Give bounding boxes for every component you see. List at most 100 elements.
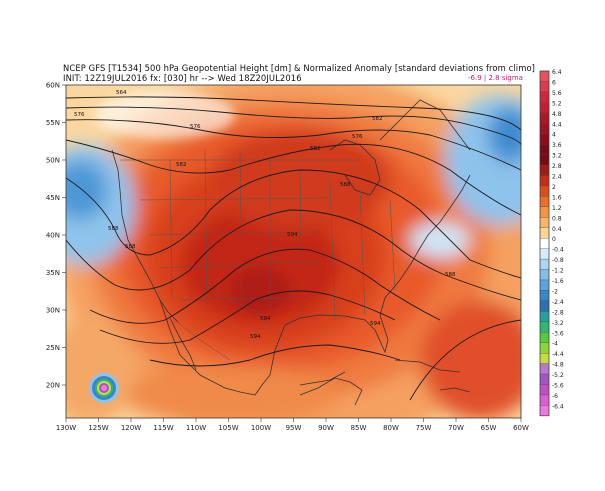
colorbar-label: -5.2	[552, 372, 564, 379]
colorbar-swatch	[539, 342, 550, 354]
colorbar-swatch	[539, 384, 550, 396]
colorbar-label: 1.2	[552, 205, 562, 212]
storm-anomaly	[89, 373, 119, 403]
svg-text:576: 576	[74, 112, 85, 118]
colorbar-label: 2	[552, 184, 556, 191]
lon-label: 85W	[351, 424, 367, 432]
colorbar-swatch	[539, 227, 550, 239]
colorbar-swatch	[539, 352, 550, 364]
colorbar-swatch	[539, 405, 550, 416]
colorbar-label: -5.6	[552, 383, 564, 390]
lat-label: 50N	[46, 157, 60, 165]
colorbar-label: 4	[552, 132, 556, 139]
colorbar-label: 0.4	[552, 226, 562, 233]
colorbar-swatch	[539, 196, 550, 207]
chart-title: NCEP GFS [T1534] 500 hPa Geopotential He…	[63, 63, 536, 73]
colorbar-label: 5.6	[552, 90, 562, 97]
colorbar-label: -2.8	[552, 309, 564, 316]
lat-label: 45N	[46, 194, 60, 202]
colorbar-label: -0.8	[552, 257, 564, 264]
colorbar-swatch	[539, 373, 550, 385]
svg-text:594: 594	[287, 232, 298, 238]
colorbar-swatch	[539, 290, 550, 302]
colorbar-frame	[539, 70, 550, 417]
colorbar-label: -1.6	[552, 278, 564, 285]
colorbar-swatch	[539, 258, 550, 270]
colorbar-label: 4.4	[552, 121, 562, 128]
colorbar-swatch	[539, 300, 550, 312]
colorbar-label: -2.4	[552, 299, 564, 306]
coastlines	[111, 99, 471, 406]
colorbar-label: -1.2	[552, 268, 564, 275]
colorbar-swatch	[539, 154, 550, 166]
contour-labels: 564 576 576 582 582 588 588 594 594 594 …	[74, 90, 456, 340]
colorbar: 6.4 6 5.6 5.2 4.8 4.4 4 3.6 3.2 2.8 2.4 2 1.6 1.2 0.8 0…	[539, 69, 564, 417]
colorbar-label: -4	[552, 341, 558, 348]
colorbar-label: 3.2	[552, 153, 562, 160]
svg-text:582: 582	[372, 116, 383, 122]
svg-text:588: 588	[445, 272, 456, 278]
lon-label: 120W	[121, 424, 141, 432]
colorbar-swatch	[539, 70, 550, 82]
lon-label: 125W	[88, 424, 108, 432]
svg-text:582: 582	[176, 162, 187, 168]
lat-label: 20N	[46, 382, 60, 390]
lon-label: 70W	[448, 424, 464, 432]
colorbar-swatch	[539, 143, 550, 155]
colorbar-swatch	[539, 248, 550, 260]
svg-text:588: 588	[340, 182, 351, 188]
colorbar-swatch	[539, 311, 550, 322]
colorbar-swatch	[539, 123, 550, 134]
colorbar-label: -6	[552, 393, 558, 400]
colorbar-swatch	[539, 217, 550, 228]
colorbar-swatch	[539, 164, 550, 176]
colorbar-label: -3.2	[552, 320, 564, 327]
lon-label: 110W	[186, 424, 206, 432]
colorbar-label: 0	[552, 236, 556, 243]
colorbar-swatch	[539, 279, 550, 291]
colorbar-label: -0.4	[552, 247, 564, 254]
colorbar-label: 1.6	[552, 194, 562, 201]
svg-text:582: 582	[310, 146, 321, 152]
lon-label: 95W	[286, 424, 302, 432]
colorbar-swatch	[539, 394, 550, 406]
colorbar-label: 3.6	[552, 142, 562, 149]
lon-label: 80W	[383, 424, 399, 432]
colorbar-label: 5.2	[552, 100, 562, 107]
colorbar-label: -3.6	[552, 330, 564, 337]
chart-subtitle: INIT: 12Z19JUL2016 fx: [030] hr --> Wed …	[63, 73, 302, 83]
sigma-range: -6.9 | 2.8 sigma	[468, 74, 523, 82]
colorbar-swatch	[539, 185, 550, 197]
colorbar-label: 6.4	[552, 69, 562, 76]
lat-label: 60N	[46, 82, 60, 90]
colorbar-swatch	[539, 269, 550, 281]
colorbar-swatch	[539, 112, 550, 124]
svg-text:588: 588	[108, 226, 119, 232]
svg-text:594: 594	[370, 321, 381, 327]
svg-text:594: 594	[250, 334, 261, 340]
colorbar-swatch	[539, 321, 550, 333]
lat-label: 40N	[46, 232, 60, 240]
colorbar-swatch	[539, 91, 550, 103]
lon-label: 90W	[318, 424, 334, 432]
colorbar-label: -4.4	[552, 351, 564, 358]
svg-text:588: 588	[125, 244, 136, 250]
lon-label: 60W	[513, 424, 529, 432]
colorbar-swatch	[539, 102, 550, 113]
height-contours	[66, 96, 521, 401]
colorbar-swatch	[539, 238, 550, 249]
lat-label: 55N	[46, 119, 60, 127]
colorbar-swatch	[539, 206, 550, 218]
colorbar-swatch	[539, 175, 550, 187]
colorbar-label: 0.8	[552, 215, 562, 222]
svg-text:576: 576	[352, 134, 363, 140]
colorbar-swatch	[539, 332, 550, 343]
lat-label: 30N	[46, 307, 60, 315]
latitude-axis: 60N 55N 50N 45N 40N 35N 30N 25N 20N	[46, 82, 66, 390]
colorbar-swatch	[539, 133, 550, 145]
lon-label: 75W	[416, 424, 432, 432]
colorbar-label: 2.8	[552, 163, 562, 170]
colorbar-label: 2.4	[552, 174, 562, 181]
colorbar-swatch	[539, 363, 550, 375]
